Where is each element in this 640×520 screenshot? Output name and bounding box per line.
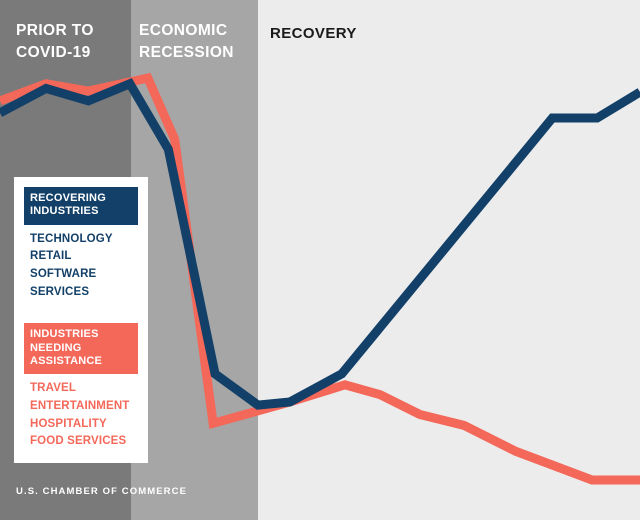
legend-group-assistance: INDUSTRIES NEEDING ASSISTANCE TRAVEL ENT…	[14, 323, 148, 451]
legend-items-recovering: TECHNOLOGY RETAIL SOFTWARE SERVICES	[24, 225, 138, 301]
band-label-prior-to-covid: PRIOR TO COVID-19	[16, 22, 94, 61]
legend-item-software-services: SOFTWARE SERVICES	[30, 268, 97, 298]
series-line-recovering-industries	[0, 78, 640, 410]
band-label-economic-recession: ECONOMIC RECESSION	[139, 22, 234, 61]
legend-item-technology: TECHNOLOGY	[30, 232, 113, 245]
legend-item-entertainment: ENTERTAINMENT	[30, 400, 130, 412]
legend-header-recovering-industries: RECOVERING INDUSTRIES	[24, 187, 138, 225]
series-line-industries-needing-assistance	[0, 72, 640, 485]
legend-item-food-services: FOOD SERVICES	[30, 435, 127, 448]
legend-group-recovering: RECOVERING INDUSTRIES TECHNOLOGY RETAIL …	[14, 187, 148, 301]
legend-item-hospitality: HOSPITALITY	[30, 417, 107, 430]
source-attribution: U.S. CHAMBER OF COMMERCE	[16, 486, 188, 497]
legend-items-assistance: TRAVEL ENTERTAINMENT HOSPITALITY FOOD SE…	[24, 374, 138, 450]
legend-item-travel: TRAVEL	[30, 382, 77, 395]
band-label-recovery: RECOVERY	[270, 25, 357, 42]
legend-header-industries-needing-assistance: INDUSTRIES NEEDING ASSISTANCE	[24, 323, 138, 375]
chart-legend: RECOVERING INDUSTRIES TECHNOLOGY RETAIL …	[14, 177, 148, 463]
band-recovery	[258, 0, 640, 520]
legend-item-retail: RETAIL	[30, 250, 72, 263]
